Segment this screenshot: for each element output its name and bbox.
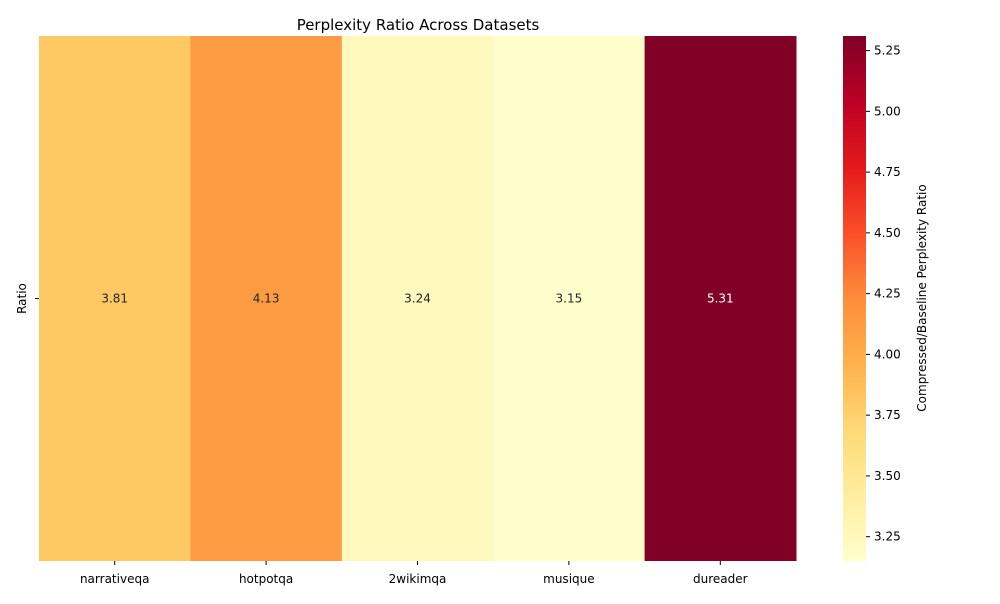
x-axis: narrativeqa hotpotqa 2wikimqa musique duread… — [80, 561, 748, 586]
colorbar-tick-label: 4.50 — [874, 226, 901, 240]
heatmap-cell-musique — [493, 36, 646, 561]
chart-title: Perplexity Ratio Across Datasets — [297, 16, 540, 34]
heatmap-cells: 3.81 4.13 3.24 3.15 5.31 — [39, 36, 797, 561]
colorbar-tick-label: 3.75 — [874, 408, 901, 422]
cell-value-label: 4.13 — [253, 292, 280, 306]
cell-value-label: 3.15 — [556, 292, 583, 306]
colorbar-tick-label: 4.75 — [874, 165, 901, 179]
colorbar-tick-label: 4.00 — [874, 347, 901, 361]
cell-value-label: 3.24 — [404, 292, 431, 306]
colorbar-tick-label: 3.25 — [874, 530, 901, 544]
x-tick-label: musique — [543, 572, 595, 586]
colorbar-gradient — [843, 36, 866, 561]
colorbar-tick-label: 5.00 — [874, 104, 901, 118]
colorbar: 3.25 3.50 3.75 4.00 4.25 4.50 4.75 5.00 5.25 — [843, 36, 901, 561]
colorbar-tick-label: 5.25 — [874, 44, 901, 58]
colorbar-tick-label: 3.50 — [874, 469, 901, 483]
colorbar-tick-label: 4.25 — [874, 287, 901, 301]
heatmap-cell-narrativeqa — [39, 36, 191, 561]
colorbar-label: Compressed/Baseline Perplexity Ratio — [915, 184, 929, 411]
x-tick-label: hotpotqa — [239, 572, 293, 586]
cell-value-label: 3.81 — [101, 292, 128, 306]
x-tick-label: dureader — [693, 572, 748, 586]
y-tick-label: Ratio — [15, 283, 29, 314]
heatmap-cell-2wikimqa — [341, 36, 494, 561]
x-tick-label: narrativeqa — [80, 572, 149, 586]
heatmap-cell-dureader — [644, 36, 797, 561]
y-axis: Ratio — [15, 283, 39, 314]
heatmap-cell-hotpotqa — [190, 36, 343, 561]
cell-value-label: 5.31 — [707, 292, 734, 306]
x-tick-label: 2wikimqa — [389, 572, 447, 586]
